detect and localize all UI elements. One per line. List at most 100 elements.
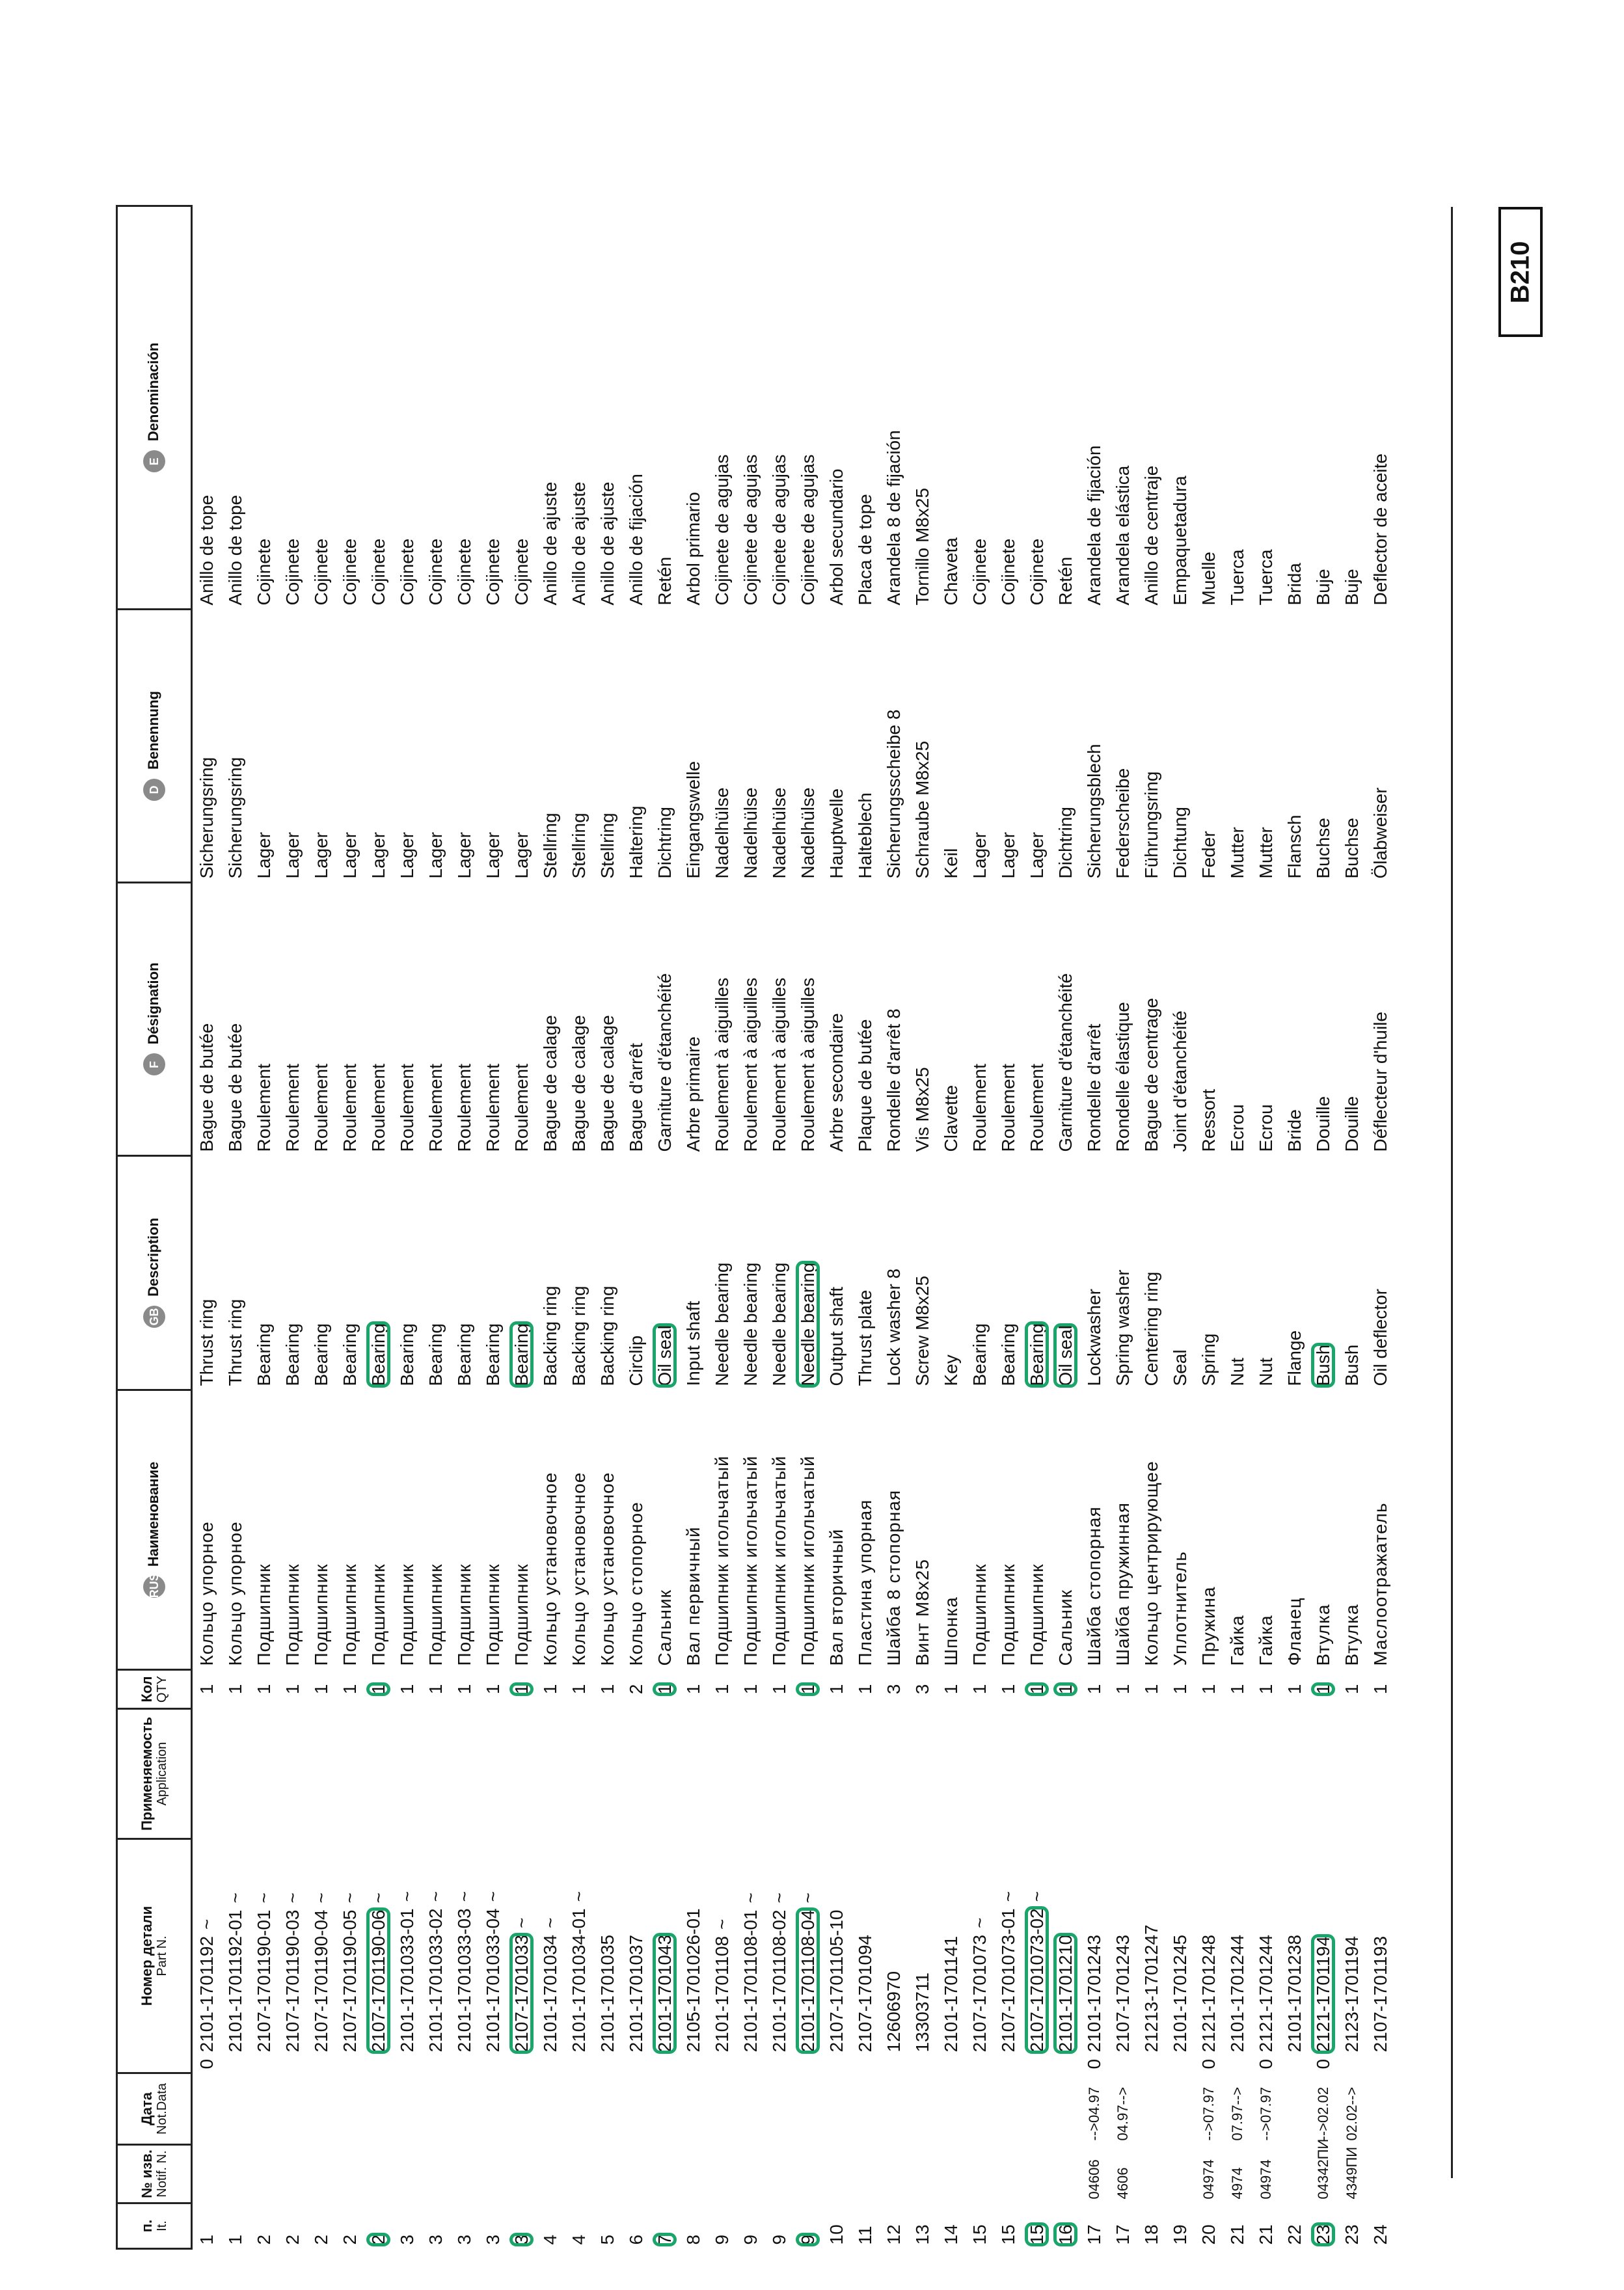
cell-name-f: Roulement	[508, 883, 536, 1156]
cell-name-e: Anillo de ajuste	[593, 206, 622, 610]
cell-pos: 21	[1252, 2203, 1280, 2249]
cell-name-e-text: Empaquetadura	[1170, 476, 1190, 606]
cell-name-ru: Подшипник	[307, 1390, 336, 1670]
cell-application	[880, 1709, 908, 1839]
cell-pos-text: 20	[1198, 2224, 1219, 2245]
table-row: 20 04974 -->07.97 0 2121-1701248 1 Пружина Spri…	[1195, 206, 1223, 2249]
cell-name-ru-text: Подшипник	[368, 1563, 388, 1666]
cell-application	[1166, 1709, 1195, 1839]
table-row: 5 2101-1701035 1 Кольцо установочное Backing…	[593, 206, 622, 2249]
cell-pos-text: 16	[1053, 2222, 1077, 2247]
cell-name-e: Anillo de centraje	[1137, 206, 1166, 610]
cell-name-e: Anillo de ajuste	[536, 206, 565, 610]
cell-qty: 1	[822, 1670, 851, 1709]
cell-name-gb: Bush	[1338, 1156, 1366, 1390]
cell-name-ru: Втулка	[1309, 1390, 1338, 1670]
cell-name-e: Anillo de fijación	[622, 206, 651, 610]
cell-qty-text: 1	[1256, 1684, 1276, 1695]
cell-pos: 17	[1109, 2203, 1137, 2249]
part-number: 2121-1701194	[1312, 1924, 1334, 2064]
cell-qty: 1	[1338, 1670, 1366, 1709]
part-number: 2107-1701033	[511, 1923, 532, 2064]
cell-part: 2101-1701033-01 ~	[393, 1839, 422, 2073]
cell-name-f-text: Roulement	[282, 1064, 303, 1152]
cell-name-e-text: Cojinete	[483, 538, 503, 606]
cell-notif	[565, 2145, 593, 2203]
application-tilde: ~	[196, 1919, 217, 1930]
cell-pos-text: 2	[340, 2234, 360, 2245]
cell-part: 2101-1701238	[1280, 1839, 1309, 2073]
cell-qty: 1	[1023, 1670, 1051, 1709]
cell-name-e: Placa de tope	[851, 206, 880, 610]
cell-name-ru: Кольцо упорное	[192, 1390, 222, 1670]
cell-date	[393, 2073, 422, 2145]
table-row: 16 2101-1701210 1 Сальник Oil seal Garniture …	[1051, 206, 1080, 2249]
cell-name-f-text: Plaque de butée	[855, 1019, 875, 1152]
cell-date	[336, 2073, 364, 2145]
cell-qty: 1	[1366, 1670, 1395, 1709]
application-tilde	[912, 1966, 932, 1973]
cell-name-e-text: Anillo de fijación	[626, 474, 646, 606]
application-tilde	[1170, 1928, 1190, 1935]
part-number: 2101-1701033-02	[426, 1908, 446, 2053]
table-row: 19 2101-1701245 1 Уплотнитель Seal Joint d'ét…	[1166, 206, 1195, 2249]
cell-name-ru-text: Сальник	[1055, 1589, 1076, 1666]
cell-pos-text: 9	[794, 2233, 822, 2246]
cell-name-gb-text: Thrust ring	[196, 1299, 217, 1386]
cell-name-e-text: Cojinete	[368, 538, 388, 606]
application-tilde: ~	[340, 1893, 360, 1904]
part-number: 2107-1701190-01	[254, 1909, 274, 2053]
part-number: 2101-1701043	[654, 1923, 675, 2064]
part-number: 2101-1701108	[712, 1935, 732, 2053]
cell-name-d: Halteblech	[851, 610, 880, 883]
cell-notif	[393, 2145, 422, 2203]
cell-name-f-text: Bague d'arrêt	[626, 1043, 646, 1152]
cell-name-f: Roulement à aiguilles	[794, 883, 822, 1156]
cell-name-d: Dichtring	[651, 610, 679, 883]
cell-name-ru: Кольцо установочное	[593, 1390, 622, 1670]
table-row: 15 2107-1701073-01 ~ 1 Подшипник Bearing Roule…	[994, 206, 1023, 2249]
cell-name-f: Douille	[1309, 883, 1338, 1156]
cell-application	[908, 1709, 937, 1839]
cell-name-e-text: Placa de tope	[855, 494, 875, 606]
cell-date-text: -->07.97	[1258, 2086, 1274, 2141]
cell-notif: 04606	[1080, 2145, 1109, 2203]
cell-name-ru: Втулка	[1338, 1390, 1366, 1670]
cell-name-e: Empaquetadura	[1166, 206, 1195, 610]
cell-application	[450, 1709, 479, 1839]
cell-name-f-text: Bague de centrage	[1141, 997, 1161, 1152]
cell-name-e-text: Anillo de ajuste	[540, 481, 560, 606]
cell-name-e-text: Brida	[1284, 563, 1305, 606]
cell-name-d-text: Lager	[282, 831, 303, 879]
application-tilde	[884, 1965, 904, 1971]
cell-pos-text: 10	[826, 2224, 846, 2245]
cell-name-ru-text: Подшипник	[998, 1563, 1018, 1666]
cell-name-e-text: Cojinete	[454, 538, 474, 606]
cell-name-e-text: Cojinete	[340, 538, 360, 606]
cell-name-ru-text: Подшипник	[1027, 1563, 1047, 1666]
cell-application	[1223, 1709, 1252, 1839]
cell-name-ru-text: Кольцо установочное	[540, 1472, 560, 1666]
lang-d-icon: D	[143, 779, 165, 801]
cell-name-ru-text: Вал первичный	[683, 1526, 703, 1666]
cell-name-gb-text: Output shaft	[826, 1286, 846, 1386]
cell-qty-text: 1	[941, 1684, 961, 1695]
cell-name-f-text: Ecrou	[1256, 1104, 1276, 1152]
cell-name-d: Lager	[450, 610, 479, 883]
cell-name-e-text: Deflector de aceite	[1370, 453, 1390, 606]
cell-application	[1280, 1709, 1309, 1839]
cell-date	[1023, 2073, 1051, 2145]
cell-pos-text: 9	[769, 2234, 789, 2245]
header-name-e: EDenominación	[116, 206, 192, 610]
cell-name-ru-text: Подшипник	[483, 1563, 503, 1666]
cell-name-gb: Lock washer 8	[880, 1156, 908, 1390]
cell-name-gb: Bearing	[336, 1156, 364, 1390]
cell-name-ru-text: Кольцо упорное	[196, 1521, 217, 1666]
cell-name-d-text: Halteblech	[855, 792, 875, 879]
header-application: Применяемость Application	[116, 1708, 192, 1839]
cell-name-d-text: Buchse	[1313, 818, 1333, 879]
cell-name-ru: Пружина	[1195, 1390, 1223, 1670]
cell-pos: 5	[593, 2203, 622, 2249]
cell-name-e: Brida	[1280, 206, 1309, 610]
cell-name-ru: Подшипник	[278, 1390, 307, 1670]
